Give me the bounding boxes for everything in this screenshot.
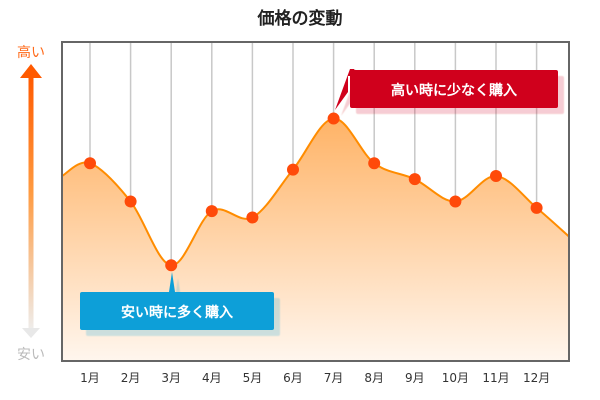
data-point-8 (368, 157, 381, 170)
high-callout (335, 69, 558, 110)
plot-frame (61, 41, 570, 362)
x-tick-label: 7月 (324, 371, 344, 385)
x-tick-label: 2月 (121, 371, 141, 385)
data-point-12 (530, 201, 543, 214)
x-tick-label: 8月 (364, 371, 384, 385)
arrow-down-icon (22, 328, 40, 338)
data-point-5 (246, 211, 259, 224)
low-callout (80, 272, 274, 330)
data-point-3 (165, 259, 178, 272)
data-point-10 (449, 195, 462, 208)
x-tick-label: 11月 (482, 371, 509, 385)
price-line (61, 117, 570, 267)
x-tick-label: 10月 (442, 371, 469, 385)
data-point-11 (490, 169, 502, 182)
data-point-7 (327, 112, 340, 125)
data-point-6 (287, 163, 299, 176)
arrow-up-icon (20, 64, 42, 78)
x-tick-label: 6月 (283, 371, 303, 385)
x-tick-label: 12月 (523, 371, 550, 385)
x-tick-label: 1月 (80, 371, 100, 385)
data-point-9 (408, 173, 421, 186)
level-arrow-shaft (28, 76, 34, 332)
x-tick-label: 3月 (161, 371, 181, 385)
high-label: 高い (17, 44, 45, 61)
data-point-1 (84, 157, 96, 170)
low-callout-text: 安い時に多く購入 (121, 304, 233, 321)
low-label: 安い (17, 347, 45, 363)
data-point-4 (205, 205, 218, 218)
data-point-2 (124, 195, 137, 208)
x-tick-label: 4月 (202, 371, 222, 385)
x-tick-label: 9月 (405, 371, 425, 385)
x-tick-label: 5月 (243, 371, 263, 385)
high-callout-text: 高い時に少なく購入 (391, 82, 517, 99)
chart-title: 価格の変動 (257, 8, 343, 29)
